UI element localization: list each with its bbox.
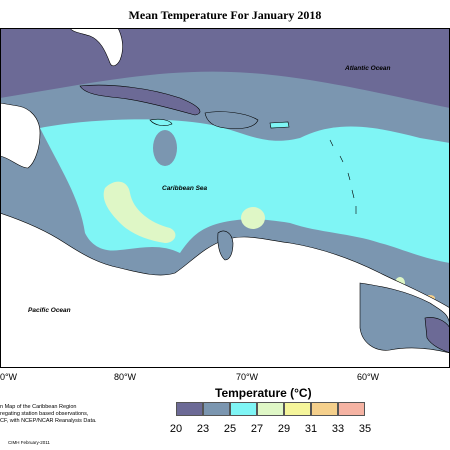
legend-tick-25: 25 [223,423,237,435]
legend-swatch-29-31 [284,402,311,416]
map-title: Mean Temperature For January 2018 [128,8,322,22]
source-line-3: CF, with NCEP/NCAR Reanalysis Data. [0,418,97,424]
land-jamaica [149,118,173,126]
source-line-1: n Map of the Caribbean Region [0,404,77,410]
land-guianas-dark [424,317,450,354]
source-note: n Map of the Caribbean Region regating s… [0,404,120,425]
legend-tick-20: 20 [169,423,183,435]
cool-area-23 [153,130,177,166]
land-puerto-rico [269,121,290,129]
land-maracaibo-region [217,230,234,261]
legend-swatch-33-35 [338,402,365,416]
land-hispaniola [204,111,259,130]
land-yucatan [0,102,41,169]
land-lesser-antilles [329,139,357,214]
legend-title: Temperature (°C) [215,386,312,400]
legend-swatch-23-25 [203,402,230,416]
legend-color-bar [176,402,365,416]
legend-tick-23: 23 [196,423,210,435]
label-caribbean-sea: Caribbean Sea [162,185,208,192]
lon-tick-80w: 80°W [113,372,137,382]
legend-tick-35: 35 [358,423,372,435]
legend-tick-27: 27 [250,423,264,435]
legend-swatch-27-29 [257,402,284,416]
warm-area-27a [103,181,176,243]
lon-tick-70w: 70°W [235,372,259,382]
label-pacific-ocean: Pacific Ocean [28,307,71,314]
legend-tick-33: 33 [331,423,345,435]
source-line-2: regating station based observations, [0,411,89,417]
credit-note: CIMH February-2011 [8,440,50,445]
temperature-map: Atlantic Ocean Caribbean Sea Pacific Oce… [0,28,450,368]
legend-tick-31: 31 [304,423,318,435]
legend-tick-29: 29 [277,423,291,435]
land-cuba [79,84,201,116]
legend-swatch-25-27 [230,402,257,416]
warm-area-27b [241,207,265,229]
lon-tick-90w: 90°W [0,372,18,382]
lon-tick-60w: 60°W [356,372,380,382]
legend-swatch-20-23 [176,402,203,416]
label-atlantic-ocean: Atlantic Ocean [344,65,391,72]
legend-swatch-31-33 [311,402,338,416]
land-florida [69,28,123,67]
